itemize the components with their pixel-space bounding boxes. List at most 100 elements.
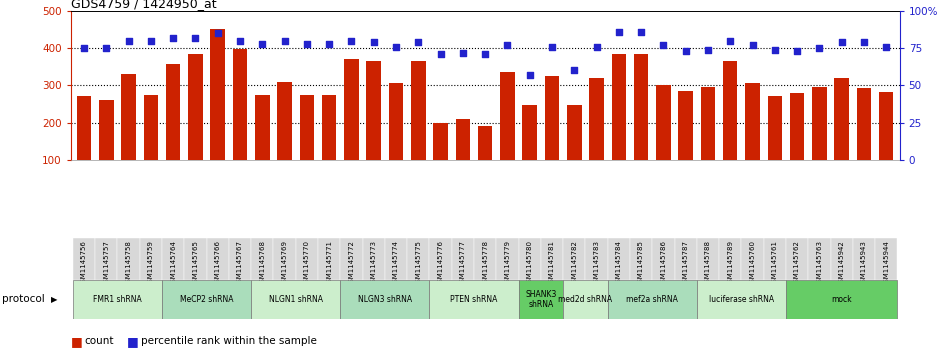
Bar [252,280,340,319]
Text: GSM1145785: GSM1145785 [638,240,644,287]
Text: GSM1145774: GSM1145774 [393,240,399,287]
Text: GSM1145757: GSM1145757 [104,240,109,287]
Text: GSM1145788: GSM1145788 [705,240,711,287]
Point [388,44,403,49]
Text: GSM1145772: GSM1145772 [349,240,354,287]
Bar [389,83,403,160]
Bar [277,82,292,160]
Text: GSM1145943: GSM1145943 [861,240,867,287]
Bar [856,88,871,160]
Bar [229,238,252,280]
Bar [523,105,537,160]
Bar [407,238,430,280]
Bar [697,238,719,280]
Bar [590,78,604,160]
Text: GSM1145770: GSM1145770 [304,240,310,287]
Point [433,51,448,57]
Bar [255,95,269,160]
Bar [430,238,452,280]
Bar [99,100,114,160]
Point [701,47,716,53]
Text: GSM1145782: GSM1145782 [571,240,577,287]
Bar [474,238,496,280]
Text: GSM1145765: GSM1145765 [192,240,199,287]
Bar [678,91,693,160]
Point [277,38,292,44]
Bar [541,238,563,280]
Bar [544,76,560,160]
Point [187,35,203,41]
Bar [789,93,804,160]
Text: NLGN1 shRNA: NLGN1 shRNA [268,295,323,304]
Bar [657,85,671,160]
Text: protocol: protocol [2,294,44,305]
Bar [563,280,608,319]
Bar [185,238,206,280]
Bar [210,29,225,160]
Point [656,42,671,48]
Bar [300,95,314,160]
Point [745,42,760,48]
Bar [143,95,158,160]
Point [856,39,871,45]
Text: GSM1145781: GSM1145781 [549,240,555,287]
Bar [879,91,893,160]
Text: GSM1145767: GSM1145767 [237,240,243,287]
Point [611,29,626,34]
Text: GSM1145771: GSM1145771 [326,240,333,287]
Bar [162,280,252,319]
Text: GSM1145762: GSM1145762 [794,240,800,287]
Bar [166,64,181,160]
Bar [808,238,831,280]
Bar [764,238,786,280]
Bar [252,238,273,280]
Bar [478,126,493,160]
Text: ■: ■ [127,335,138,348]
Text: GSM1145786: GSM1145786 [660,240,666,287]
Point [76,45,91,51]
Bar [518,280,563,319]
Bar [77,97,91,160]
Bar [496,238,518,280]
Point [834,39,849,45]
Bar [697,280,786,319]
Text: GSM1145756: GSM1145756 [81,240,87,287]
Point [344,38,359,44]
Point [768,47,783,53]
Bar [786,238,808,280]
Text: GSM1145787: GSM1145787 [683,240,689,287]
Bar [95,238,118,280]
Bar [385,238,407,280]
Bar [812,87,827,160]
Point [321,41,336,46]
Bar [719,238,741,280]
Point [634,29,649,34]
Bar [322,95,336,160]
Bar [745,83,760,160]
Text: GSM1145783: GSM1145783 [593,240,599,287]
Point [789,48,804,54]
Bar [786,280,898,319]
Point [723,38,738,44]
Bar [608,280,697,319]
Bar [233,49,247,160]
Text: GSM1145779: GSM1145779 [504,240,511,287]
Point [366,39,382,45]
Bar [768,97,782,160]
Text: GSM1145773: GSM1145773 [371,240,377,287]
Bar [340,280,430,319]
Bar [611,54,626,160]
Text: GSM1145768: GSM1145768 [259,240,266,287]
Text: GSM1145778: GSM1145778 [482,240,488,287]
Point [233,38,248,44]
Bar [741,238,764,280]
Point [455,50,470,56]
Text: mef2a shRNA: mef2a shRNA [626,295,678,304]
Text: GSM1145789: GSM1145789 [727,240,733,287]
Text: GSM1145764: GSM1145764 [171,240,176,287]
Text: mock: mock [832,295,852,304]
Text: GSM1145760: GSM1145760 [750,240,755,287]
Text: GSM1145761: GSM1145761 [771,240,778,287]
Bar [73,238,95,280]
Bar [853,238,875,280]
